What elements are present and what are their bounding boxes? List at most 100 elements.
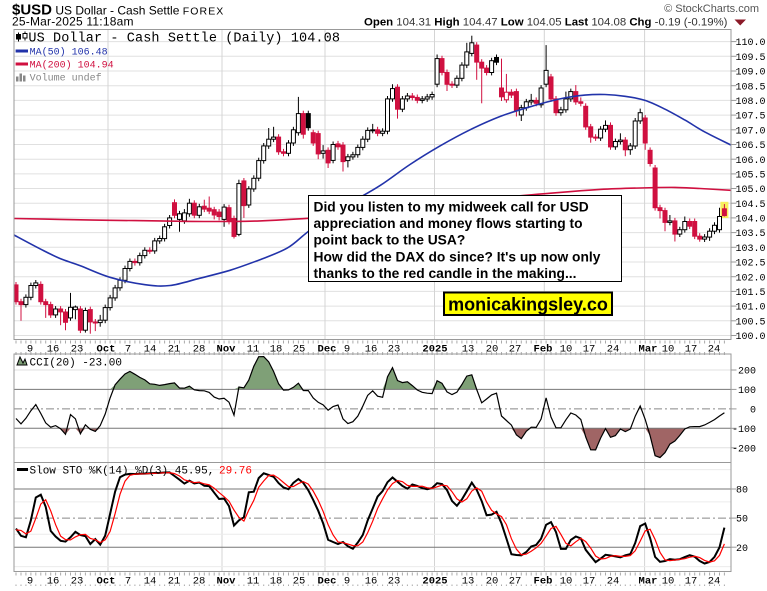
svg-text:9: 9 <box>27 576 33 587</box>
svg-text:16: 16 <box>47 576 60 587</box>
svg-text:MA(200) 104.94: MA(200) 104.94 <box>30 60 114 72</box>
svg-text:100.5: 100.5 <box>736 317 766 328</box>
svg-text:17: 17 <box>685 576 698 587</box>
svg-text:Oct: Oct <box>97 344 116 356</box>
svg-text:101.5: 101.5 <box>736 288 766 299</box>
svg-text:point back to the USA?: point back to the USA? <box>314 233 466 248</box>
svg-text:25-Mar-2025 11:18am: 25-Mar-2025 11:18am <box>12 15 134 29</box>
svg-text:Nov: Nov <box>217 344 237 356</box>
svg-text:18: 18 <box>270 344 283 356</box>
svg-text:$USD US Dollar - Cash Settle: $USD US Dollar - Cash Settle FOREX <box>12 2 224 19</box>
svg-text:13: 13 <box>462 576 475 587</box>
svg-text:23: 23 <box>388 576 401 587</box>
svg-text:-100: -100 <box>732 425 756 436</box>
svg-text:10: 10 <box>560 576 573 587</box>
svg-text:MA(50) 106.48: MA(50) 106.48 <box>30 47 108 59</box>
svg-text:7: 7 <box>125 576 131 587</box>
svg-text:thanks to the red candle in th: thanks to the red candle in the making..… <box>314 266 577 281</box>
svg-text:9: 9 <box>344 344 350 356</box>
svg-text:2025: 2025 <box>422 344 447 356</box>
svg-text:9: 9 <box>27 344 33 356</box>
svg-text:104.0: 104.0 <box>736 215 766 226</box>
svg-text:Mar: Mar <box>639 576 658 587</box>
svg-text:17: 17 <box>583 344 596 356</box>
svg-text:16: 16 <box>365 576 378 587</box>
svg-text:106.5: 106.5 <box>736 141 766 152</box>
svg-text:7: 7 <box>125 344 131 356</box>
svg-text:101.0: 101.0 <box>736 303 766 314</box>
svg-text:Mar: Mar <box>639 344 658 356</box>
svg-text:Slow STO %K(14) %D(3) 45.95,: Slow STO %K(14) %D(3) 45.95, <box>30 466 215 478</box>
svg-text:20: 20 <box>486 576 499 587</box>
svg-text:200: 200 <box>738 367 756 378</box>
svg-text:103.5: 103.5 <box>736 229 766 240</box>
svg-text:Feb: Feb <box>534 344 553 356</box>
svg-text:Did you listen to my midweek c: Did you listen to my midweek call for US… <box>314 200 589 215</box>
svg-text:appreciation and money flows s: appreciation and money flows starting to <box>314 216 583 231</box>
svg-text:Dec: Dec <box>318 576 337 587</box>
svg-text:25: 25 <box>293 576 306 587</box>
svg-text:14: 14 <box>144 344 157 356</box>
svg-text:102.0: 102.0 <box>736 273 766 284</box>
svg-text:80: 80 <box>736 486 748 497</box>
svg-text:11: 11 <box>247 576 260 587</box>
svg-text:0: 0 <box>750 406 756 417</box>
svg-text:24: 24 <box>607 576 620 587</box>
svg-text:Oct: Oct <box>97 576 116 587</box>
svg-text:24: 24 <box>708 576 721 587</box>
svg-text:108.5: 108.5 <box>736 82 766 93</box>
svg-text:108.0: 108.0 <box>736 97 766 108</box>
svg-text:104.5: 104.5 <box>736 200 766 211</box>
svg-text:9: 9 <box>344 576 350 587</box>
svg-text:28: 28 <box>193 576 206 587</box>
svg-text:10: 10 <box>560 344 573 356</box>
svg-text:Feb: Feb <box>534 576 553 587</box>
svg-text:© StockCharts.com: © StockCharts.com <box>664 3 759 15</box>
svg-text:23: 23 <box>71 344 84 356</box>
svg-text:107.0: 107.0 <box>736 126 766 137</box>
svg-text:13: 13 <box>462 344 475 356</box>
svg-text:Dec: Dec <box>318 344 337 356</box>
svg-text:103.0: 103.0 <box>736 244 766 255</box>
svg-text:109.5: 109.5 <box>736 53 766 64</box>
svg-text:10: 10 <box>662 344 675 356</box>
svg-text:20: 20 <box>736 544 748 555</box>
svg-text:25: 25 <box>293 344 306 356</box>
svg-text:28: 28 <box>193 344 206 356</box>
svg-text:23: 23 <box>388 344 401 356</box>
svg-text:110.0: 110.0 <box>736 38 766 49</box>
svg-text:10: 10 <box>662 576 675 587</box>
svg-text:50: 50 <box>736 515 748 526</box>
svg-text:Volume undef: Volume undef <box>30 73 102 85</box>
svg-text:US Dollar - Cash Settle (Daily: US Dollar - Cash Settle (Daily) 104.08 <box>28 32 340 47</box>
svg-text:20: 20 <box>486 344 499 356</box>
svg-text:Nov: Nov <box>217 576 237 587</box>
svg-text:16: 16 <box>365 344 378 356</box>
svg-text:18: 18 <box>270 576 283 587</box>
svg-text:23: 23 <box>71 576 84 587</box>
svg-text:Open 104.31 High 104.47 Low 10: Open 104.31 High 104.47 Low 104.05 Last … <box>364 17 728 29</box>
svg-text:17: 17 <box>583 576 596 587</box>
svg-text:106.0: 106.0 <box>736 156 766 167</box>
svg-text:27: 27 <box>509 344 522 356</box>
svg-text:11: 11 <box>247 344 260 356</box>
svg-text:How did the DAX do since? It's: How did the DAX do since? It's up now on… <box>314 249 601 264</box>
svg-text:100.0: 100.0 <box>736 332 766 343</box>
svg-text:monicakingsley.co: monicakingsley.co <box>448 295 608 315</box>
svg-text:109.0: 109.0 <box>736 68 766 79</box>
svg-text:17: 17 <box>685 344 698 356</box>
svg-text:107.5: 107.5 <box>736 112 766 123</box>
svg-text:102.5: 102.5 <box>736 259 766 270</box>
svg-text:16: 16 <box>47 344 60 356</box>
svg-text:CCI(20) -23.00: CCI(20) -23.00 <box>30 358 122 370</box>
svg-text:2025: 2025 <box>422 576 447 587</box>
svg-text:24: 24 <box>708 344 721 356</box>
svg-text:105.5: 105.5 <box>736 171 766 182</box>
svg-text:24: 24 <box>607 344 620 356</box>
svg-text:-200: -200 <box>732 444 756 455</box>
svg-text:100: 100 <box>738 386 756 397</box>
svg-text:21: 21 <box>168 576 181 587</box>
svg-text:14: 14 <box>144 576 157 587</box>
svg-text:29.76: 29.76 <box>219 466 252 478</box>
svg-text:21: 21 <box>168 344 181 356</box>
